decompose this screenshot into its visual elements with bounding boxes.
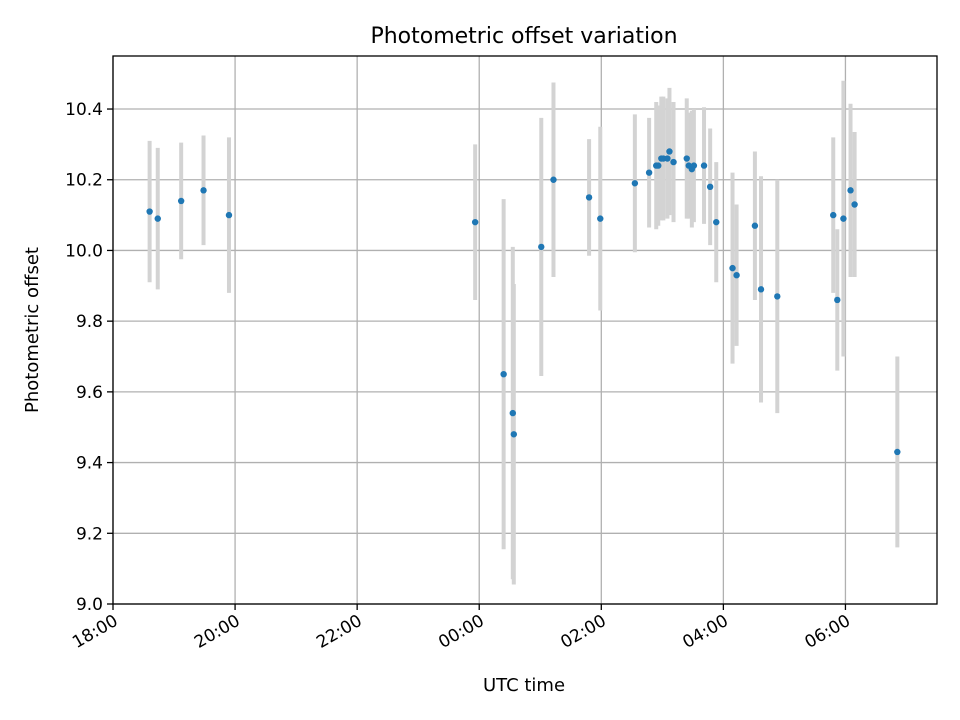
x-tick-label: 02:00 [557, 611, 609, 653]
data-point [729, 264, 736, 272]
x-tick-label: 22:00 [313, 611, 365, 653]
data-point [670, 158, 677, 166]
data-point [751, 222, 759, 229]
y-tick-label: 10.4 [65, 100, 103, 120]
y-tick-label: 9.8 [76, 312, 103, 332]
data-point [733, 272, 740, 279]
x-tick-label: 04:00 [679, 611, 731, 653]
data-point [655, 162, 662, 169]
y-axis-label: Photometric offset [22, 247, 43, 413]
y-tick-label: 9.2 [76, 524, 103, 544]
y-tick-label: 10.0 [65, 241, 103, 261]
data-point [500, 370, 507, 378]
data-point [177, 197, 185, 205]
data-point [550, 176, 557, 183]
data-point [757, 286, 765, 293]
grid-lines [112, 56, 937, 605]
chart-title: Photometric offset variation [370, 24, 677, 49]
data-point [774, 293, 781, 300]
x-tick-label: 20:00 [191, 611, 243, 653]
data-point [645, 169, 653, 176]
data-point [713, 218, 720, 226]
data-series [146, 80, 901, 585]
x-axis-label: UTC time [483, 675, 565, 696]
data-point [666, 148, 673, 155]
data-point [471, 218, 479, 226]
y-tick-label: 9.4 [76, 454, 103, 474]
data-point [585, 194, 593, 201]
y-tick-label: 9.0 [76, 595, 103, 615]
y-tick-label: 9.6 [76, 383, 103, 403]
data-point [225, 211, 233, 219]
data-point [200, 187, 207, 194]
data-point [510, 431, 518, 438]
data-point [664, 155, 671, 162]
data-point [706, 183, 714, 191]
data-point [509, 409, 516, 417]
data-point [631, 180, 639, 187]
data-point [851, 201, 858, 208]
data-point [894, 448, 901, 456]
data-point [683, 155, 690, 162]
data-point [690, 162, 698, 169]
data-point [834, 296, 841, 304]
y-tick-label: 10.2 [65, 171, 103, 191]
x-tick-label: 18:00 [69, 611, 121, 653]
data-point [830, 211, 837, 219]
plot-frame [112, 55, 938, 605]
data-point [538, 243, 545, 251]
data-point [840, 215, 847, 222]
x-tick-label: 00:00 [435, 611, 487, 653]
data-point [146, 208, 153, 215]
axis-ticks: 18:00 20:00 22:00 00:00 02:00 04:00 06:00 9.0 9.… [65, 100, 854, 653]
data-point [847, 187, 854, 194]
data-point [597, 215, 604, 222]
data-point [700, 162, 708, 169]
x-tick-label: 06:00 [802, 611, 854, 653]
data-point [154, 215, 161, 222]
